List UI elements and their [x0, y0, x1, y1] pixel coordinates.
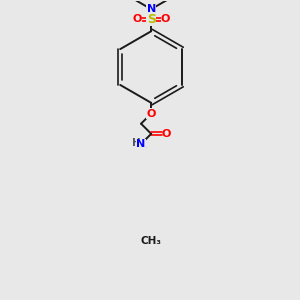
Text: N: N: [136, 139, 146, 149]
Text: O: O: [162, 129, 171, 139]
Text: S: S: [147, 13, 156, 26]
Text: O: O: [132, 14, 142, 24]
Text: N: N: [147, 4, 156, 14]
Text: CH₃: CH₃: [141, 236, 162, 246]
Text: H: H: [132, 137, 140, 148]
Text: O: O: [161, 14, 170, 24]
Text: O: O: [146, 109, 156, 118]
